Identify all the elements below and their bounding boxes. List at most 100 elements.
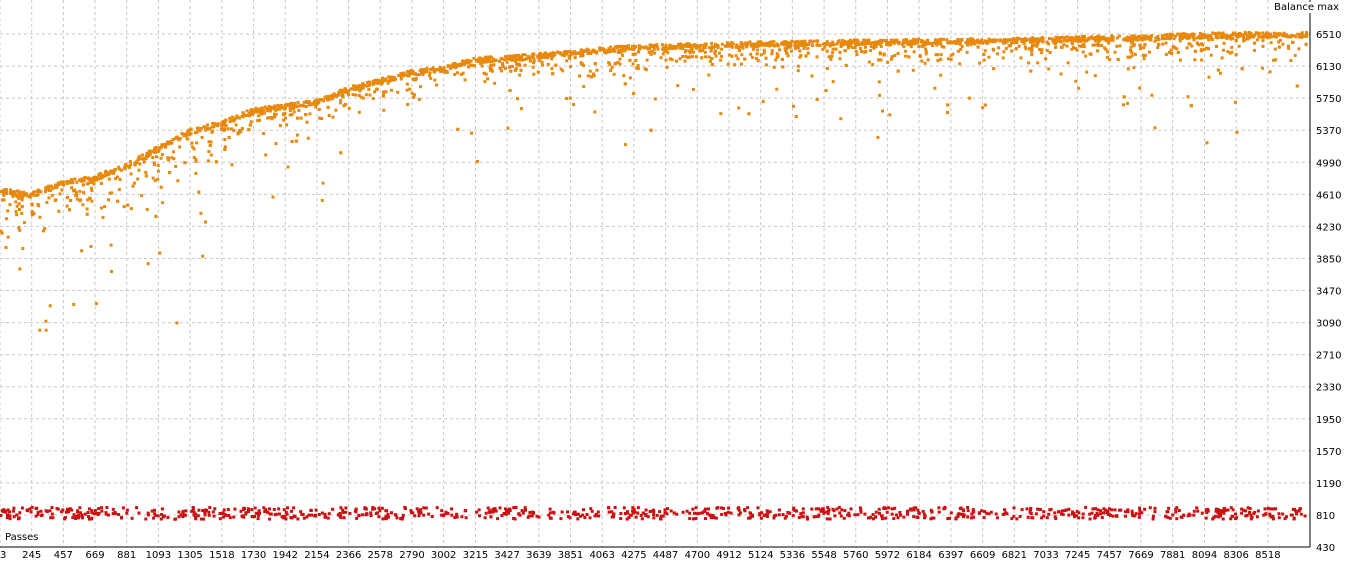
balance-point	[278, 124, 282, 128]
loss-point	[847, 511, 851, 515]
x-tick-label: 6397	[938, 550, 963, 560]
loss-point	[326, 516, 330, 520]
balance-point	[0, 231, 4, 235]
loss-point	[493, 507, 497, 511]
balance-point	[964, 41, 968, 45]
balance-point	[1029, 37, 1033, 41]
balance-point	[843, 40, 847, 43]
balance-point	[107, 177, 111, 181]
balance-point	[1029, 69, 1033, 73]
loss-point	[582, 508, 585, 512]
balance-point	[1153, 126, 1157, 130]
x-tick-label: 2790	[399, 550, 424, 560]
balance-point	[9, 191, 12, 195]
balance-point	[1074, 47, 1078, 50]
balance-point	[45, 201, 49, 204]
balance-point	[1200, 58, 1204, 62]
balance-point	[122, 205, 126, 209]
x-tick-label: 8094	[1192, 550, 1217, 560]
balance-point	[347, 106, 351, 110]
balance-point	[44, 328, 48, 332]
loss-point	[840, 508, 844, 512]
loss-point	[1094, 507, 1098, 511]
balance-point	[917, 37, 921, 41]
balance-point	[116, 175, 119, 179]
x-tick-label: 8306	[1223, 550, 1248, 560]
balance-point	[793, 40, 797, 44]
loss-point	[1099, 509, 1102, 513]
loss-point	[1214, 507, 1218, 511]
loss-point	[18, 511, 22, 515]
loss-point	[6, 513, 9, 517]
balance-point	[1094, 36, 1097, 39]
balance-point	[170, 156, 174, 160]
balance-point	[893, 54, 897, 57]
y-tick-label: 3850	[1316, 254, 1341, 265]
balance-point	[327, 94, 331, 98]
balance-point	[626, 44, 630, 48]
loss-point	[1040, 516, 1044, 520]
balance-point	[171, 138, 175, 141]
balance-point	[713, 49, 717, 53]
loss-point	[831, 507, 835, 511]
balance-point	[580, 62, 584, 66]
balance-point	[561, 69, 565, 73]
loss-point	[1096, 508, 1100, 512]
x-tick-label: 6821	[1002, 550, 1027, 560]
balance-point	[2, 188, 6, 192]
balance-point	[337, 91, 341, 95]
balance-point	[1214, 32, 1218, 36]
loss-point	[814, 507, 818, 511]
balance-point	[195, 141, 199, 145]
loss-point	[63, 517, 67, 521]
balance-point	[14, 210, 18, 214]
loss-point	[50, 512, 54, 516]
loss-point	[87, 515, 90, 519]
balance-point	[1150, 93, 1154, 97]
balance-point	[4, 188, 8, 192]
loss-point	[1151, 514, 1155, 518]
loss-point	[966, 509, 970, 513]
balance-point	[852, 39, 856, 43]
balance-point	[489, 67, 493, 71]
loss-point	[648, 510, 652, 513]
balance-point	[927, 42, 931, 45]
balance-point	[1062, 39, 1066, 43]
loss-point	[985, 511, 989, 515]
loss-point	[254, 511, 258, 515]
loss-point	[805, 515, 809, 519]
loss-point	[179, 513, 183, 517]
balance-point	[716, 46, 720, 49]
balance-point	[167, 158, 170, 162]
balance-point	[1200, 42, 1204, 46]
balance-point	[579, 48, 583, 52]
balance-point	[1029, 40, 1033, 44]
balance-point	[926, 58, 930, 62]
loss-point	[994, 512, 998, 516]
balance-point	[735, 43, 739, 47]
loss-point	[1115, 514, 1118, 518]
loss-point	[90, 516, 94, 520]
balance-point	[57, 181, 61, 185]
balance-point	[536, 54, 540, 58]
balance-point	[428, 71, 432, 75]
balance-point	[146, 153, 150, 157]
loss-point	[393, 513, 397, 517]
balance-point	[815, 43, 819, 47]
balance-point	[873, 43, 877, 47]
y-tick-label: 2330	[1316, 383, 1341, 394]
balance-point	[592, 49, 596, 53]
balance-point	[1244, 32, 1248, 36]
loss-point	[34, 514, 38, 518]
balance-point	[592, 74, 596, 78]
balance-point	[849, 44, 852, 48]
balance-point	[283, 107, 287, 111]
loss-point	[1219, 509, 1223, 513]
balance-point	[488, 65, 492, 69]
balance-point	[956, 49, 960, 53]
balance-point	[874, 45, 878, 49]
balance-point	[31, 193, 35, 197]
loss-point	[871, 517, 875, 521]
x-tick-label: 4700	[685, 550, 710, 560]
balance-point	[900, 42, 904, 46]
